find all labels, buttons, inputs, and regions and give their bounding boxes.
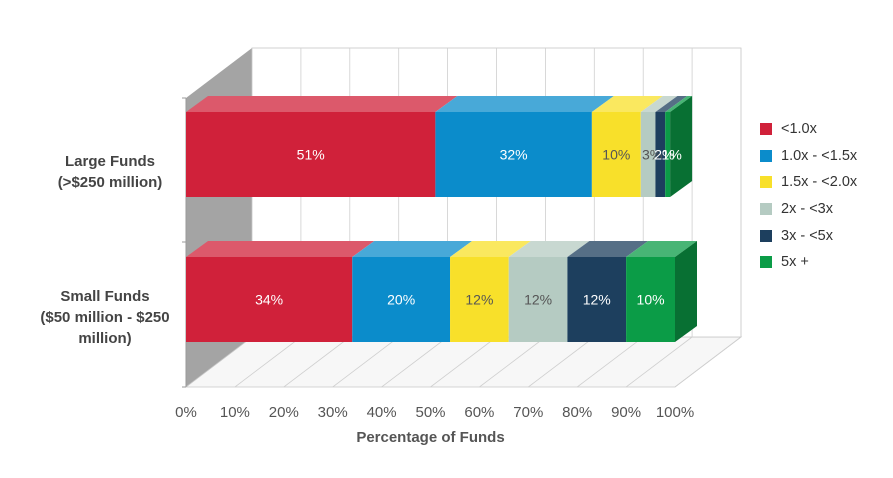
x-tick-label: 50% — [415, 404, 445, 421]
data-label: 1% — [662, 147, 682, 163]
x-axis-title: Percentage of Funds — [356, 429, 504, 446]
bar-segment-side — [675, 241, 697, 342]
data-label: 12% — [524, 292, 552, 308]
legend-label: 2x - <3x — [781, 201, 833, 218]
bar-segment-top — [567, 241, 649, 257]
data-label: 3% — [642, 147, 662, 163]
gridline — [332, 336, 399, 388]
data-label: 10% — [637, 292, 665, 308]
gridline — [674, 336, 742, 388]
bar-segment — [186, 112, 436, 197]
data-label: 10% — [602, 147, 630, 163]
bar-segment — [655, 112, 666, 197]
legend-item: 1.0x - <1.5x — [760, 143, 857, 170]
x-tick-label: 0% — [175, 404, 197, 421]
legend-label: <1.0x — [781, 121, 817, 138]
bar-segment — [450, 257, 509, 342]
x-tick-label: 40% — [367, 404, 397, 421]
legend-label: 1.5x - <2.0x — [781, 174, 858, 191]
x-tick-label: 20% — [269, 404, 299, 421]
bar-segment — [640, 112, 656, 197]
legend-swatch — [760, 123, 772, 136]
gridline — [234, 336, 302, 388]
bar-segment-top — [640, 96, 678, 112]
gridline — [430, 336, 497, 388]
bar-segment-top — [352, 241, 473, 257]
legend-label: 3x - <5x — [781, 227, 833, 244]
x-tick-label: 80% — [562, 404, 592, 421]
data-label: 32% — [500, 147, 528, 163]
legend-swatch — [760, 149, 772, 162]
bar-segment — [352, 257, 451, 342]
category-label-large-funds: Large Funds (>$250 million) — [57, 153, 163, 191]
category-label-small-funds: Small Funds ($50 million - $250 million) — [40, 288, 170, 347]
bar-segment — [435, 112, 592, 197]
gridline — [283, 336, 351, 388]
legend-item: <1.0x — [760, 116, 857, 143]
legend-item: 3x - <5x — [760, 222, 857, 249]
data-label: 34% — [255, 292, 283, 308]
bar-segment — [186, 257, 353, 342]
bar-segment-top — [665, 96, 693, 112]
x-tick-label: 90% — [611, 404, 641, 421]
x-tick-label: 60% — [464, 404, 494, 421]
x-tick-label: 10% — [220, 404, 250, 421]
gridline — [479, 336, 546, 388]
data-label: 20% — [387, 292, 415, 308]
data-label: 12% — [583, 292, 611, 308]
gridline — [625, 336, 693, 388]
chart-legend: <1.0x 1.0x - <1.5x 1.5x - <2.0x 2x - <3x… — [760, 116, 857, 276]
legend-label: 1.0x - <1.5x — [781, 147, 858, 164]
gridline — [576, 336, 644, 388]
bar-segment — [567, 257, 627, 342]
bar-segment-top — [186, 241, 375, 257]
bar-segment — [591, 112, 641, 197]
gridline — [381, 336, 448, 388]
legend-swatch — [760, 229, 772, 242]
x-tick-label: 100% — [656, 404, 694, 421]
legend-item: 2x - <3x — [760, 196, 857, 223]
legend-swatch — [760, 256, 772, 269]
gridline — [528, 336, 595, 388]
bar-segment-top — [186, 96, 458, 112]
bar-segment-top — [655, 96, 688, 112]
bar-segment-top — [450, 241, 531, 257]
bar-segment — [665, 112, 671, 197]
legend-swatch — [760, 203, 772, 216]
legend-item: 1.5x - <2.0x — [760, 169, 857, 196]
bar-segment-top — [591, 96, 663, 112]
data-label: 2% — [654, 147, 674, 163]
data-label: 12% — [465, 292, 493, 308]
legend-label: 5x + — [781, 254, 809, 271]
bar-segment-top — [435, 96, 614, 112]
data-label: 51% — [297, 147, 325, 163]
bar-segment — [626, 257, 675, 342]
bar-segment-top — [626, 241, 697, 257]
bar-segment — [508, 257, 568, 342]
x-tick-label: 70% — [513, 404, 543, 421]
legend-item: 5x + — [760, 249, 857, 276]
legend-swatch — [760, 176, 772, 189]
bar-segment-side — [670, 96, 693, 197]
x-tick-label: 30% — [318, 404, 348, 421]
bar-segment-top — [508, 241, 590, 257]
